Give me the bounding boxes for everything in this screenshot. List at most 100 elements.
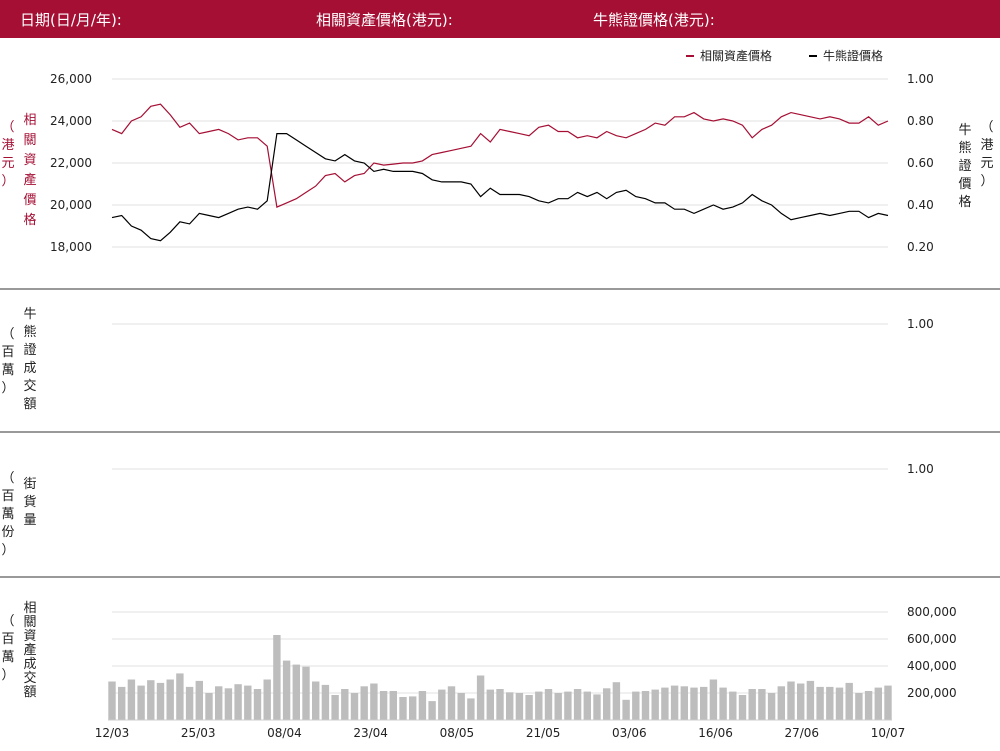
left-axis-tick: 24,000 [50,114,92,128]
volume-bar [341,689,349,720]
x-axis-tick: 25/03 [181,726,216,740]
left-axis-unit-char: （ [1,471,14,486]
x-axis-tick: 16/06 [698,726,733,740]
right-axis-tick: 0.80 [907,114,934,128]
volume-bar [438,689,446,720]
volume-bar [661,687,669,720]
left-axis-name-char: 額 [23,397,36,412]
left-axis-name-char: 關 [23,133,36,148]
left-axis-name-char: 關 [23,615,36,630]
left-axis-name-char: 相 [23,601,36,616]
volume-bar [777,686,785,721]
left-axis-name-char: 成 [23,361,36,376]
volume-bar [748,689,756,720]
volume-bar [738,695,747,720]
left-axis-name-char: 貨 [23,494,36,510]
left-axis-unit-char: ） [1,381,14,396]
volume-bar [409,696,417,720]
volume-bar [855,693,863,720]
volume-bar [641,691,650,720]
left-axis-unit-char: 萬 [1,650,14,665]
volume-bar [797,683,805,720]
volume-bar [700,686,708,720]
left-axis-unit-char: ） [1,668,14,683]
left-axis-unit-char: 萬 [1,507,14,522]
underlying-price-label: 相關資產價格(港元): [316,11,453,29]
volume-bar [331,695,339,720]
volume-bar [690,687,698,720]
volume-bar [195,680,203,720]
legend-label-cbbc: 牛熊證價格 [823,48,883,63]
volume-bar [729,691,737,720]
left-axis-name-char: 熊 [23,324,36,340]
volume-bar [709,679,718,720]
volume-bar [496,689,504,720]
left-axis-name-char: 交 [23,378,36,394]
right-axis-unit-char: （ [980,120,993,135]
volume-bar [680,686,688,721]
left-axis-unit-char: 百 [1,345,14,360]
left-axis-name-char: 牛 [23,307,36,322]
volume-bar [224,688,233,720]
volume-bar [263,679,271,720]
left-axis-name-char: 資 [23,629,36,644]
left-axis-name-char: 資 [23,153,36,168]
left-axis-name-char: 額 [23,685,36,700]
series-line-underlying-price [111,103,889,208]
right-axis-tick: 400,000 [907,659,957,673]
right-axis-tick: 0.60 [907,156,934,170]
volume-bar [147,680,155,720]
volume-bar [506,692,514,720]
right-axis-name-char: 價 [958,177,971,192]
right-axis-tick: 1.00 [907,72,934,86]
volume-bar [816,686,824,720]
volume-bar [651,689,659,720]
volume-bar [127,679,136,720]
right-axis-tick: 0.40 [907,198,934,212]
right-axis-tick: 0.20 [907,240,934,254]
volume-bar [573,689,582,720]
left-axis-unit-char: 萬 [1,363,14,378]
date-label: 日期(日/月/年): [20,11,122,29]
chart-area: 26,000 1.00 24,000 0.80 22,000 0.60 20,000 0.40… [0,48,1000,740]
volume-bar [835,687,844,720]
right-axis-tick: 1.00 [907,462,934,476]
left-axis-name-char: 相 [23,113,36,128]
header-bar: 日期(日/月/年): 相關資產價格(港元): 牛熊證價格(港元): [0,0,1000,38]
volume-bar [719,687,727,720]
volume-bar [428,701,436,720]
left-axis-name-char: 格 [23,212,36,228]
volume-bar [603,688,611,720]
volume-bar [321,684,330,720]
volume-bar [583,691,591,720]
right-axis-unit-char: ） [980,174,993,189]
left-axis-unit-char: 百 [1,489,14,504]
volume-bar [360,686,368,721]
volume-bar [185,686,194,720]
volume-bar [787,681,795,720]
volume-bar [166,679,174,720]
volume-bar [564,691,572,720]
left-axis-tick: 20,000 [50,198,92,212]
volume-bar [215,686,223,721]
volume-bar [806,680,815,720]
left-axis-name-char: 產 [23,642,36,658]
x-axis-tick: 08/04 [267,726,302,740]
series-line-cbbc-price [111,132,889,242]
x-axis-tick: 03/06 [612,726,647,740]
x-axis-tick: 08/05 [440,726,475,740]
cbbc-price-label: 牛熊證價格(港元): [593,11,715,29]
right-axis-name-char: 格 [958,194,971,210]
volume-bar [379,691,388,720]
volume-bar [535,691,543,720]
volume-bar [118,686,126,720]
left-axis-name-char: 街 [23,477,36,492]
volume-bar [418,691,427,720]
right-axis-tick: 200,000 [907,686,957,700]
left-axis-unit-char: 元 [1,156,14,171]
volume-bar [176,673,184,720]
volume-bar [864,691,873,720]
left-axis-name-char: 成 [23,657,36,672]
volume-bar [457,693,465,720]
volume-bar [767,693,776,720]
